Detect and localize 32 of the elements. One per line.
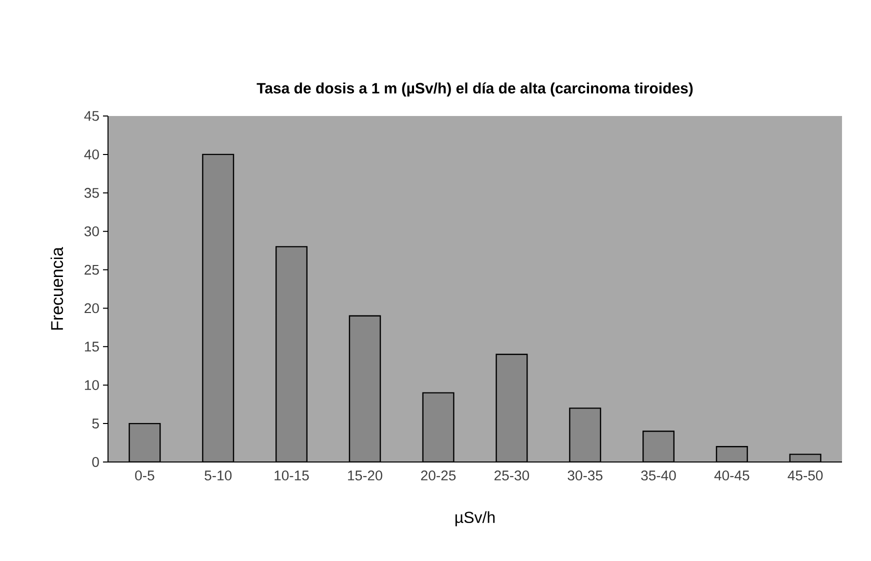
bar: [569, 408, 602, 462]
y-tick-label: 0: [92, 457, 99, 467]
bar: [496, 354, 528, 462]
x-tick-label: 40-45: [714, 470, 750, 480]
x-tick-label: 0-5: [135, 470, 154, 480]
y-tick-label: 40: [84, 149, 99, 160]
y-tick-label: 45: [84, 111, 99, 121]
bar: [128, 422, 161, 462]
x-tick-label: 10-15: [274, 470, 309, 480]
bar: [275, 246, 308, 462]
y-tick-label: 10: [84, 380, 99, 390]
x-axis-title: µSv/h: [455, 511, 495, 526]
y-tick-label: 20: [84, 303, 99, 314]
x-tick-label: 30-35: [568, 470, 602, 480]
bar: [716, 446, 748, 462]
bar: [348, 315, 381, 462]
x-tick-label: 15-20: [348, 470, 382, 480]
x-tick-label: 5-10: [204, 470, 232, 480]
y-tick-label: 25: [84, 264, 99, 275]
x-tick-label: 45-50: [788, 470, 823, 480]
x-tick-label: 35-40: [641, 470, 676, 480]
y-tick-label: 15: [84, 342, 99, 352]
bar: [642, 430, 675, 462]
y-tick-label: 5: [92, 418, 99, 428]
x-tick-label: 20-25: [421, 470, 456, 480]
y-axis-title: Frecuencia: [50, 246, 64, 330]
y-tick-label: 30: [84, 226, 99, 236]
bar: [202, 154, 234, 462]
x-tick-label: 25-30: [494, 470, 530, 480]
bar: [422, 392, 454, 462]
y-tick-label: 35: [84, 188, 99, 198]
chart-title: Tasa de dosis a 1 m (µSv/h) el día de alta (carcinoma tiroides): [256, 82, 693, 97]
